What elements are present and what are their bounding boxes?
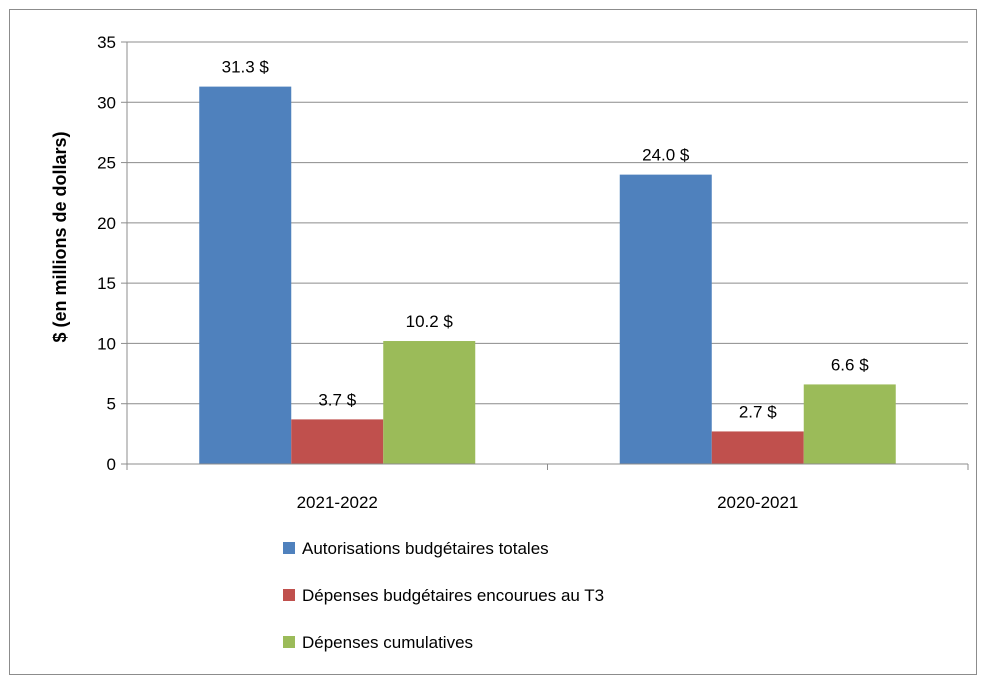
y-tick-label: 25 bbox=[97, 154, 116, 173]
bar bbox=[291, 419, 384, 464]
bar bbox=[619, 174, 712, 464]
bar bbox=[383, 341, 476, 464]
data-label: 10.2 $ bbox=[406, 312, 454, 331]
bar bbox=[711, 431, 804, 464]
bar-chart: 0 5 10 15 20 25 30 35 2021-2022 2020-2021 31.3 $… bbox=[50, 33, 969, 652]
bar bbox=[199, 86, 292, 465]
data-label: 24.0 $ bbox=[642, 146, 690, 165]
legend-entry: Autorisations budgétaires totales bbox=[302, 539, 549, 558]
legend-swatch bbox=[283, 542, 295, 554]
bar bbox=[803, 384, 896, 464]
data-label: 31.3 $ bbox=[222, 58, 270, 77]
data-label: 6.6 $ bbox=[831, 355, 869, 374]
y-axis-label: $ (en millions de dollars) bbox=[50, 131, 70, 342]
y-tick-label: 35 bbox=[97, 33, 116, 52]
y-tick-label: 10 bbox=[97, 334, 116, 353]
data-labels: 31.3 $ 3.7 $ 10.2 $ 24.0 $ 2.7 $ 6.6 $ bbox=[222, 58, 870, 422]
chart-frame: 0 5 10 15 20 25 30 35 2021-2022 2020-2021 31.3 $… bbox=[9, 9, 977, 675]
data-label: 3.7 $ bbox=[318, 390, 356, 409]
y-tick-label: 20 bbox=[97, 214, 116, 233]
y-tick-label: 15 bbox=[97, 274, 116, 293]
bars bbox=[199, 86, 896, 465]
y-tick-label: 0 bbox=[107, 455, 116, 474]
x-category-label: 2020-2021 bbox=[717, 493, 798, 512]
axes bbox=[126, 42, 969, 470]
legend: Autorisations budgétaires totales Dépense… bbox=[283, 539, 604, 652]
y-tick-label: 30 bbox=[97, 93, 116, 112]
legend-entry: Dépenses cumulatives bbox=[302, 633, 473, 652]
legend-entry: Dépenses budgétaires encourues au T3 bbox=[302, 586, 604, 605]
y-tick-labels: 0 5 10 15 20 25 30 35 bbox=[97, 33, 116, 474]
legend-swatch bbox=[283, 636, 295, 648]
y-tick-label: 5 bbox=[107, 395, 116, 414]
x-category-labels: 2021-2022 2020-2021 bbox=[297, 493, 799, 512]
data-label: 2.7 $ bbox=[739, 402, 777, 421]
legend-swatch bbox=[283, 589, 295, 601]
x-category-label: 2021-2022 bbox=[297, 493, 378, 512]
